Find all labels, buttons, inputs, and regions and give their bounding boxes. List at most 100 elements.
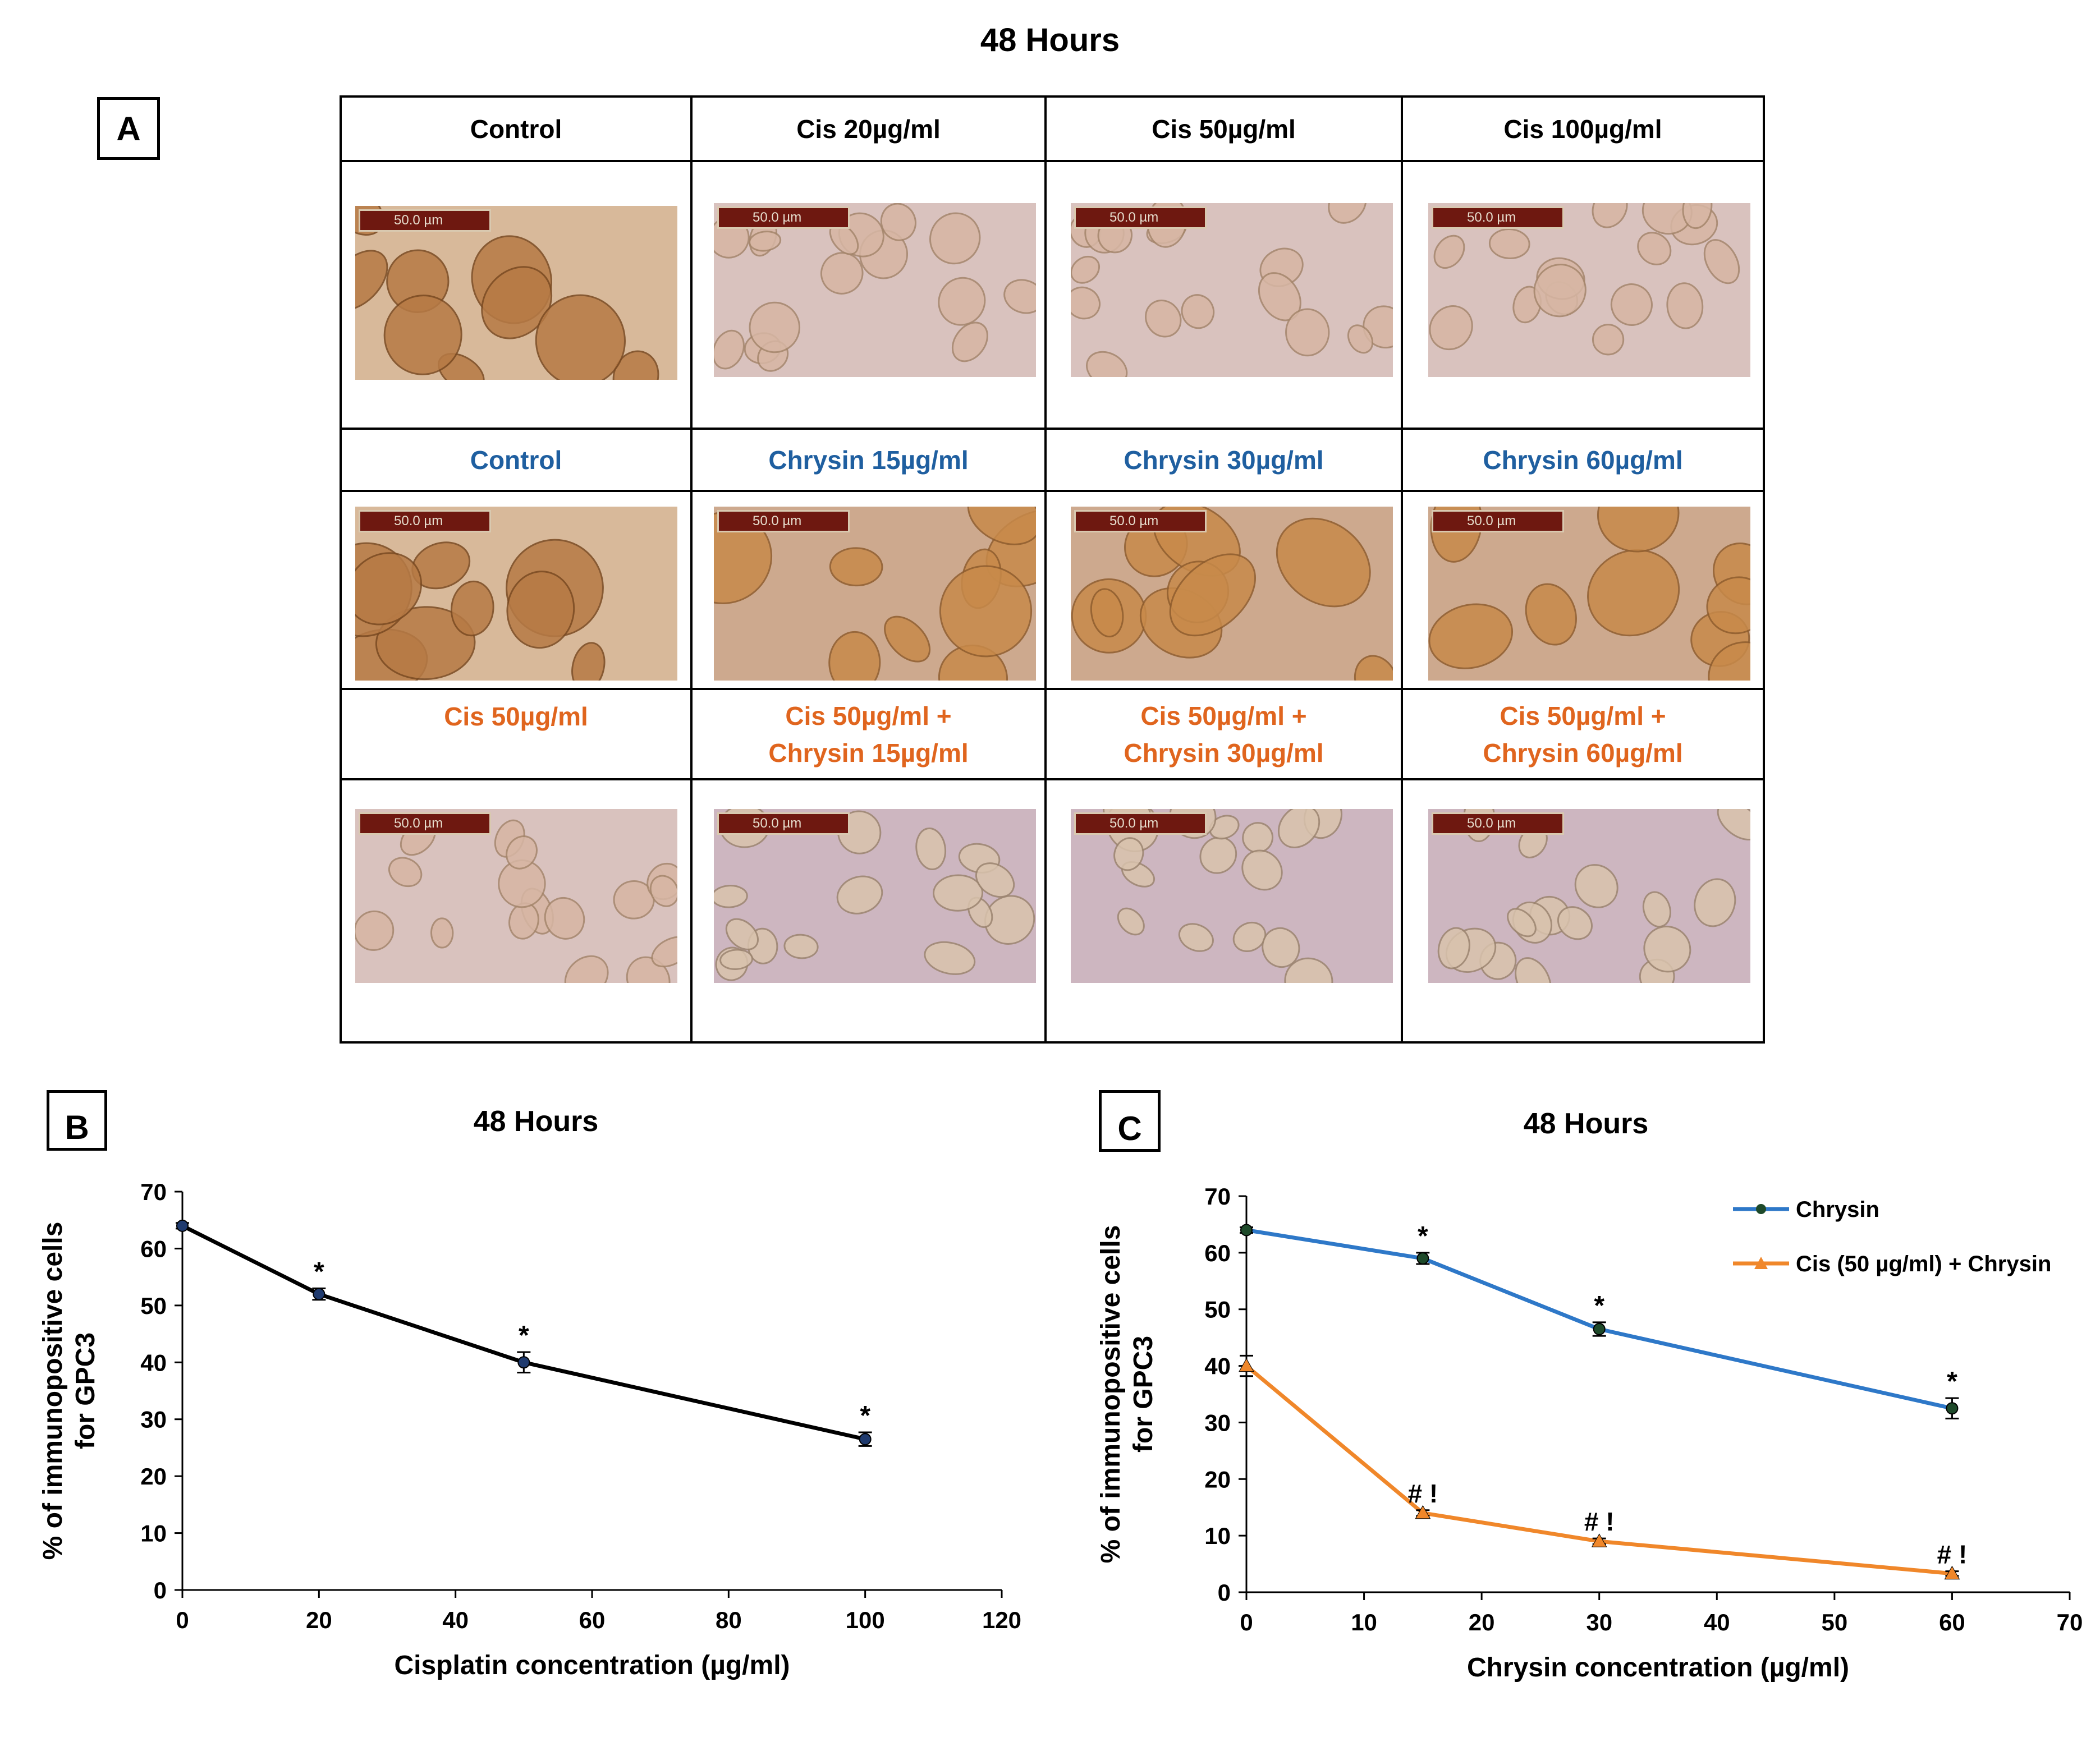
header-chrysin-60: Chrysin 60µg/ml [1483,445,1683,475]
data-point [1946,1402,1959,1415]
cell [836,875,883,914]
data-point [859,1433,872,1446]
cell [1090,588,1124,638]
cell [1285,308,1330,357]
micrograph-image [1428,809,1750,983]
scale-bar: 50.0 µm [717,510,850,532]
y-axis-label-line: for GPC3 [71,1332,100,1449]
x-axis-label: Cisplatin concentration (µg/ml) [394,1651,790,1680]
y-tick-label: 0 [1218,1579,1231,1606]
cell [1574,864,1618,908]
y-tick-label: 20 [140,1463,167,1490]
scale-bar: 50.0 µm [1432,812,1564,835]
grid-divider [342,160,1763,162]
y-tick-label: 70 [1204,1183,1231,1210]
chart-c-svg: 48 Hours 0 10 20 30 40 50 60 70 0 10 20 30 40 50 60 70 Ch… [1096,1107,2083,1683]
x-tick-label: 80 [716,1607,742,1633]
cell [1642,891,1671,928]
cell [544,897,585,940]
y-tick-label: 40 [140,1349,167,1376]
y-tick-label: 40 [1204,1353,1231,1380]
x-tick-label: 60 [1939,1609,1965,1635]
scale-bar: 50.0 µm [1432,510,1564,532]
micrograph-image [1071,507,1393,681]
grid-divider [1044,98,1047,1041]
cell [649,875,677,907]
significance-label: * [314,1257,324,1286]
cell [1429,305,1473,351]
scale-bar: 50.0 µm [1074,510,1207,532]
grid-divider [342,428,1763,430]
cell [719,949,753,970]
cell [975,862,1015,898]
cell [1003,279,1036,314]
cell [1284,957,1333,983]
cell [1507,908,1537,937]
grid-divider [1401,98,1403,1041]
micrograph-chrysin-60: 50.0 µm [1428,507,1750,681]
data-point [176,1219,189,1232]
micrograph-chrysin-15: 50.0 µm [714,507,1036,681]
x-tick-label: 30 [1586,1609,1612,1635]
cell [1437,927,1470,969]
grid-divider [690,98,693,1041]
y-tick-label: 70 [140,1179,167,1205]
cell [355,250,388,311]
scale-bar: 50.0 µm [717,812,850,835]
micrograph-grid: Control Cis 20µg/ml Cis 50µg/ml Cis 100µ… [340,95,1765,1044]
micrograph-cis-50-alone: 50.0 µm [355,809,677,983]
series-line-1 [1245,1364,1952,1576]
header-cis-chrysin-60: Cis 50µg/ml + Chrysin 60µg/ml [1483,701,1683,768]
cell [714,329,745,370]
cell [1706,576,1750,635]
y-tick-label: 0 [154,1577,167,1603]
y-tick-label: 10 [1204,1523,1231,1549]
cell [714,885,748,908]
cell [1592,324,1625,356]
cell [880,203,916,241]
series-line-0 [181,1224,866,1441]
header-control-2: Control [470,445,562,475]
scale-bar: 50.0 µm [1432,206,1564,229]
cell [1181,294,1215,329]
legend-marker [1754,1257,1768,1269]
cell [1262,927,1300,968]
cell [1525,583,1577,646]
legend-label: Cis (50 µg/ml) + Chrysin [1796,1252,2051,1276]
micrograph-cis-chrysin-30: 50.0 µm [1071,809,1393,983]
micrograph-image [1071,809,1393,983]
cell [506,835,538,870]
grid-divider [342,778,1763,780]
panel-a-label: A [97,97,160,160]
grid-divider [342,490,1763,492]
cell [1347,324,1374,354]
data-point [1591,1533,1607,1547]
cell [1610,283,1653,326]
data-point [517,1356,530,1369]
cell [783,934,819,959]
header-cis-chrysin-15: Cis 50µg/ml + Chrysin 15µg/ml [768,701,969,768]
y-tick-label: 60 [1204,1240,1231,1266]
micrograph-cis-50: 50.0 µm [1071,203,1393,377]
cell [355,910,395,951]
cell [929,212,981,265]
cell [1113,837,1144,871]
cell [450,580,494,637]
chart-title: 48 Hours [1524,1107,1649,1140]
micrograph-image [1071,203,1393,377]
significance-label: # ! [1584,1507,1615,1536]
cell [355,552,423,626]
data-point [1593,1323,1606,1336]
cell [564,955,609,983]
figure-title: 48 Hours [980,22,1120,58]
x-tick-label: 60 [579,1607,606,1633]
cell [1428,603,1514,669]
cell [1708,641,1750,681]
y-axis-label-line: % of immunopositive cells [1096,1225,1126,1564]
cell [651,936,677,968]
header-cis-100: Cis 100µg/ml [1503,114,1662,144]
data-point [1944,1565,1960,1580]
panel-b-label: B [47,1090,107,1151]
x-tick-label: 20 [1469,1609,1495,1635]
cell [388,857,423,888]
